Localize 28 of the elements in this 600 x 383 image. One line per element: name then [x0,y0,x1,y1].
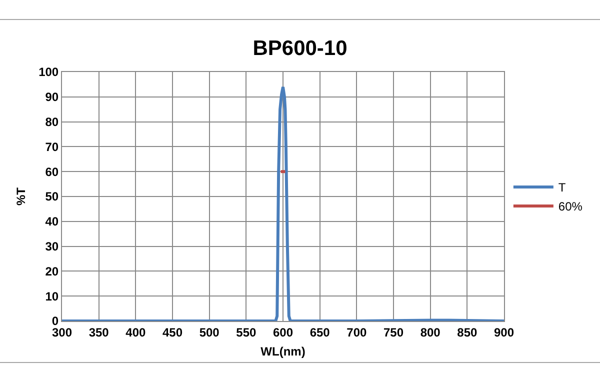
x-tick-label: 450 [162,325,183,340]
x-tick-label: 400 [126,325,146,340]
x-tick-label: 500 [199,325,220,340]
y-tick-label: 40 [45,214,59,229]
x-axis-title: WL(nm) [260,344,306,358]
legend-label: 60% [558,200,583,214]
y-axis-title: %T [14,186,28,206]
x-tick-label: 850 [457,325,478,340]
y-tick-label: 90 [45,90,59,104]
x-tick-label: 900 [494,325,514,340]
y-tick-label: 80 [45,115,59,129]
x-tick-label: 800 [420,325,441,340]
y-tick-label: 20 [45,264,59,278]
y-tick-label: 60 [45,164,59,179]
line-series [62,85,504,321]
y-tick-label: 30 [45,240,59,254]
x-tick-label: 700 [346,325,367,340]
legend-label: T [558,180,566,195]
chart-title: BP600-10 [252,37,348,60]
x-tick-label: 750 [383,325,404,340]
y-tick-label: 50 [45,190,59,204]
x-tick-label: 550 [236,325,256,340]
y-tick-label: 10 [45,289,59,304]
x-tick-label: 350 [88,325,110,340]
y-tick-label: 100 [38,65,59,80]
x-tick-label: 600 [272,325,294,340]
x-tick-label: 650 [310,325,330,340]
y-tick-label: 70 [45,140,59,154]
